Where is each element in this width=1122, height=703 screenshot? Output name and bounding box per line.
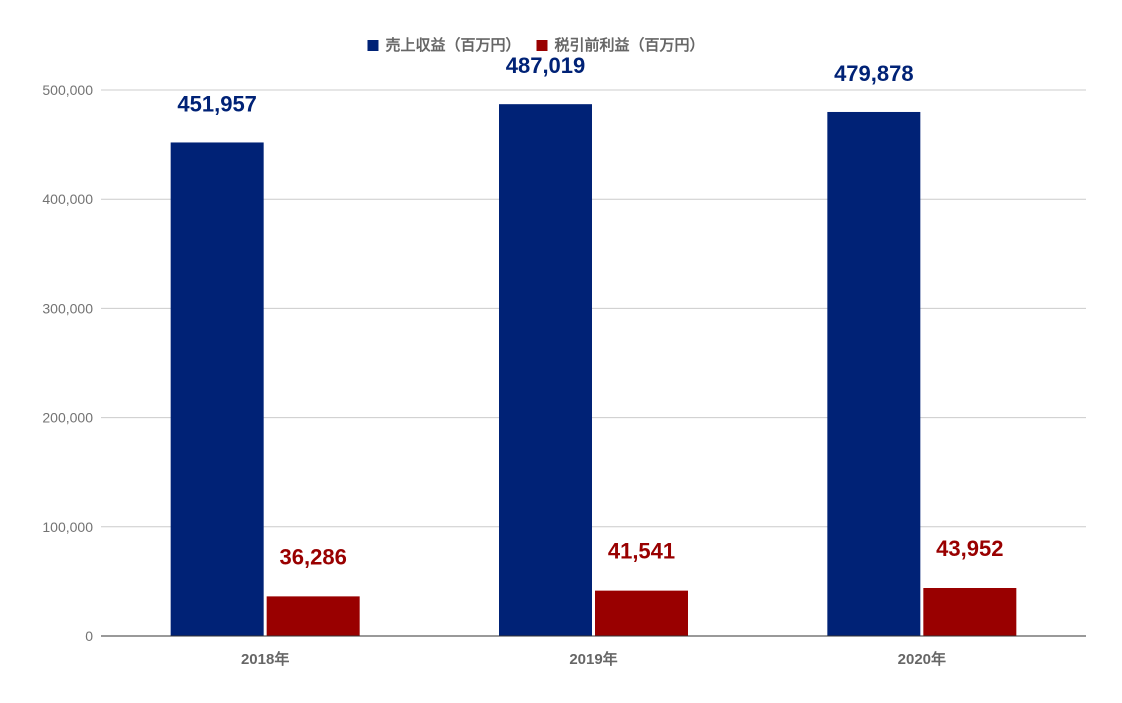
data-label: 451,957	[177, 91, 257, 116]
data-label: 36,286	[280, 544, 347, 569]
data-labels: 451,957 36,286 487,019 41,541 479,878 43,952	[177, 53, 1003, 569]
legend-label: 税引前利益（百万円）	[555, 36, 705, 54]
legend-label: 売上収益（百万円）	[385, 36, 520, 54]
bar	[499, 104, 592, 637]
bar	[923, 588, 1017, 636]
data-label: 487,019	[506, 53, 586, 78]
bar	[266, 596, 360, 636]
y-tick-label: 0	[85, 628, 93, 644]
y-tick-label: 100,000	[42, 519, 93, 535]
bar	[827, 111, 921, 637]
x-tick-label: 2019年	[569, 650, 617, 668]
data-label: 41,541	[608, 539, 675, 564]
bar	[595, 590, 688, 636]
y-tick-label: 500,000	[42, 82, 93, 98]
bar	[170, 142, 264, 636]
y-tick-label: 200,000	[42, 410, 93, 426]
legend-swatch	[367, 40, 379, 51]
legend[interactable]: 売上収益（百万円） 税引前利益（百万円）	[367, 36, 705, 54]
y-tick-label: 400,000	[42, 191, 93, 207]
bars	[170, 104, 1017, 637]
legend-item[interactable]: 売上収益（百万円）	[367, 36, 521, 54]
axes: 0 100,000 200,000 300,000 400,000 500,000 2018…	[42, 82, 1086, 668]
legend-swatch	[536, 40, 548, 51]
legend-item[interactable]: 税引前利益（百万円）	[536, 36, 705, 54]
data-label: 43,952	[936, 536, 1003, 561]
data-label: 479,878	[834, 61, 914, 86]
x-tick-label: 2018年	[241, 650, 289, 668]
y-tick-label: 300,000	[42, 300, 93, 316]
x-tick-label: 2020年	[898, 650, 946, 668]
gridlines	[101, 89, 1086, 528]
